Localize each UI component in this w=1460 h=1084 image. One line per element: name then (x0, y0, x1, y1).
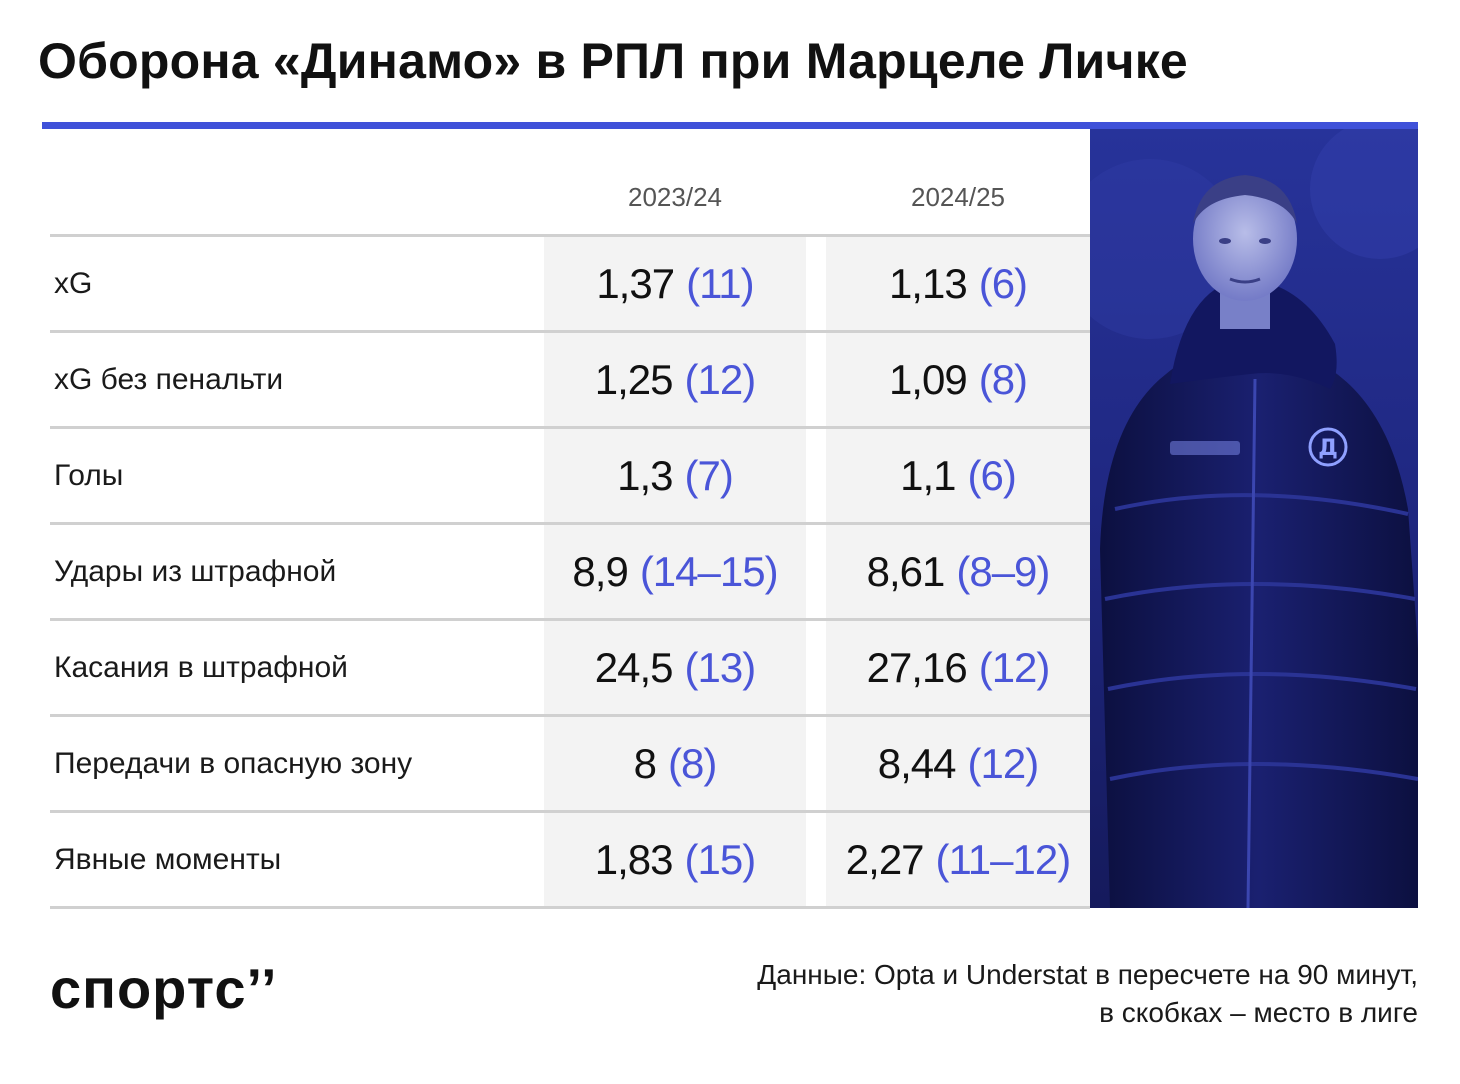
value-number: 27,16 (866, 643, 968, 691)
coach-photo: Д (1090, 129, 1418, 908)
value-number: 1,37 (596, 259, 675, 307)
table-row: Голы 1,3 (7) 1,1 (6) (50, 429, 1090, 522)
league-rank: (11) (686, 259, 755, 307)
league-rank: (6) (978, 259, 1028, 307)
value-2023-24: 1,83 (15) (544, 813, 806, 906)
table-row: Передачи в опасную зону 8 (8) 8,44 (12) (50, 717, 1090, 810)
value-2023-24: 24,5 (13) (544, 621, 806, 714)
value-number: 8,61 (866, 547, 946, 595)
table-row: Явные моменты 1,83 (15) 2,27 (11–12) (50, 813, 1090, 906)
table-row: xG без пенальти 1,25 (12) 1,09 (8) (50, 333, 1090, 426)
league-rank: (6) (967, 451, 1017, 499)
league-rank: (8) (978, 355, 1028, 403)
logo-wordmark: спортс’’ (50, 960, 278, 1020)
source-note: Данные: Opta и Understat в пересчете на … (757, 956, 1418, 1032)
value-number: 1,13 (888, 259, 968, 307)
value-number: 1,09 (888, 355, 968, 403)
league-rank: (12) (684, 355, 757, 403)
value-2024-25: 1,13 (6) (826, 237, 1090, 330)
league-rank: (13) (684, 643, 757, 691)
row-label: Удары из штрафной (54, 554, 337, 588)
row-label: Голы (54, 458, 124, 492)
column-header-2023-24: 2023/24 (628, 182, 722, 212)
row-label: xG без пенальти (54, 362, 284, 396)
row-divider (50, 426, 1090, 429)
row-divider (50, 810, 1090, 813)
row-label: Явные моменты (54, 842, 282, 876)
table-row: Касания в штрафной 24,5 (13) 27,16 (12) (50, 621, 1090, 714)
value-number: 8,9 (572, 547, 628, 595)
sports-logo-mark: спортс’’ (50, 957, 278, 1020)
page-title: Оборона «Динамо» в РПЛ при Марцеле Личке (38, 33, 1188, 89)
value-2023-24: 8 (8) (544, 717, 806, 810)
source-line-2: в скобках – место в лиге (1099, 997, 1418, 1028)
value-number: 8 (633, 739, 657, 787)
league-rank: (15) (684, 835, 757, 883)
value-2024-25: 8,44 (12) (826, 717, 1090, 810)
value-number: 24,5 (594, 643, 674, 691)
source-line-1: Данные: Opta и Understat в пересчете на … (757, 959, 1418, 990)
value-number: 8,44 (877, 739, 957, 787)
league-rank: (11–12) (935, 835, 1072, 883)
row-label: xG (54, 266, 93, 300)
table-row: Удары из штрафной 8,9 (14–15) 8,61 (8–9) (50, 525, 1090, 618)
coach-silhouette: Д (1090, 129, 1418, 908)
row-label: Касания в штрафной (54, 650, 348, 684)
value-number: 1,1 (900, 451, 956, 499)
value-number: 2,27 (845, 835, 925, 883)
row-divider (50, 618, 1090, 621)
league-rank: (14–15) (639, 547, 779, 595)
value-2023-24: 1,37 (11) (544, 237, 806, 330)
value-2023-24: 1,3 (7) (544, 429, 806, 522)
table-row: xG 1,37 (11) 1,13 (6) (50, 237, 1090, 330)
row-divider (50, 906, 1090, 909)
league-rank: (8) (668, 739, 717, 787)
value-2023-24: 1,25 (12) (544, 333, 806, 426)
league-rank: (12) (978, 643, 1051, 691)
svg-text:Д: Д (1318, 436, 1338, 461)
column-background-2023-24 (544, 236, 806, 908)
sports-logo: спортс’’ (50, 957, 330, 1024)
value-number: 1,25 (594, 355, 674, 403)
row-divider (50, 522, 1090, 525)
value-2024-25: 1,09 (8) (826, 333, 1090, 426)
row-divider (50, 714, 1090, 717)
column-header-2024-25: 2024/25 (911, 182, 1005, 212)
value-2023-24: 8,9 (14–15) (544, 525, 806, 618)
value-number: 1,3 (617, 451, 673, 499)
league-rank: (7) (684, 451, 734, 499)
row-label: Передачи в опасную зону (54, 746, 413, 780)
row-divider (50, 234, 1090, 237)
league-rank: (12) (967, 739, 1040, 787)
title-underline (42, 122, 1418, 129)
value-2024-25: 2,27 (11–12) (826, 813, 1090, 906)
league-rank: (8–9) (956, 547, 1050, 595)
value-2024-25: 27,16 (12) (826, 621, 1090, 714)
row-divider (50, 330, 1090, 333)
column-background-2024-25 (826, 236, 1090, 908)
value-2024-25: 1,1 (6) (826, 429, 1090, 522)
value-2024-25: 8,61 (8–9) (826, 525, 1090, 618)
value-number: 1,83 (594, 835, 674, 883)
